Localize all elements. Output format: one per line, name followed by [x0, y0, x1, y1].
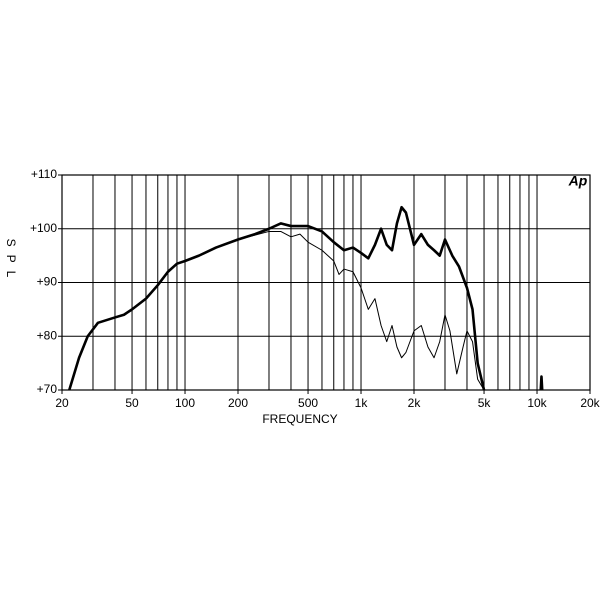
x-tick-label: 1k	[355, 396, 369, 410]
series-line	[237, 230, 485, 390]
x-tick-label: 20	[55, 396, 69, 410]
x-tick-label: 50	[125, 396, 139, 410]
x-tick-label: 500	[298, 396, 318, 410]
x-tick-label: 5k	[478, 396, 492, 410]
y-axis-label: SPL	[4, 239, 18, 286]
y-tick-label: +110	[31, 167, 57, 181]
y-tick-label: +70	[37, 382, 58, 396]
x-axis-label: FREQUENCY	[262, 412, 337, 426]
series-line	[68, 205, 544, 390]
logo: Ap	[568, 173, 588, 189]
x-tick-label: 2k	[408, 396, 422, 410]
x-tick-label: 100	[175, 396, 195, 410]
x-tick-label: 20k	[580, 396, 600, 410]
x-tick-label: 10k	[527, 396, 547, 410]
x-tick-label: 200	[228, 396, 248, 410]
y-tick-label: +80	[37, 328, 58, 342]
y-tick-label: +100	[30, 221, 57, 235]
y-tick-label: +90	[37, 275, 58, 289]
